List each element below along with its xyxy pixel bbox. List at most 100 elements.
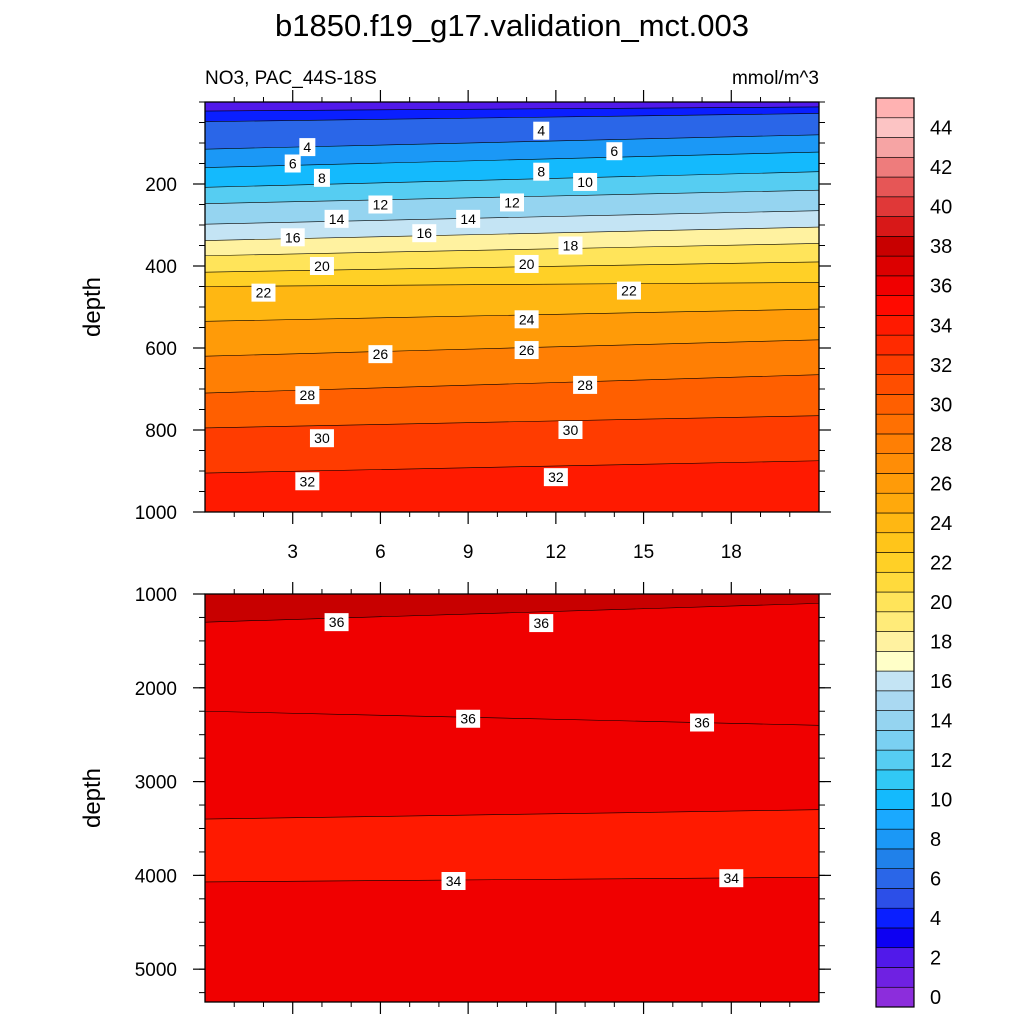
- colorbar-bin: [875, 216, 915, 237]
- contour-label-box: [573, 375, 598, 394]
- x-tick-label: 3: [287, 542, 298, 563]
- colorbar-bin: [875, 749, 915, 771]
- colorbar-bin: [875, 374, 915, 395]
- colorbar-label: 0: [930, 987, 941, 1009]
- colorbar-label: 14: [930, 710, 952, 732]
- colorbar-bin: [875, 433, 915, 454]
- lower-contour-panel: 36 36 36 36 34 34 1000 2000 3000 4000 5000: [135, 582, 831, 1014]
- contour-label: 36: [460, 711, 476, 727]
- y-tick-label: 600: [145, 339, 177, 360]
- colorbar-bin: [875, 176, 915, 198]
- colorbar-bin: [875, 117, 915, 138]
- colorbar-label: 6: [930, 869, 941, 891]
- contour-label: 34: [723, 870, 739, 886]
- contour-label-box: [324, 209, 349, 228]
- left-label: NO3, PAC_44S-18S: [205, 68, 377, 89]
- contour-label: 4: [303, 139, 311, 155]
- contour-band: [205, 511, 819, 512]
- colorbar-bin: [875, 315, 915, 336]
- x-tick-label: 9: [463, 542, 474, 563]
- colorbar-label: 32: [930, 355, 952, 377]
- contour-label-box: [690, 713, 715, 732]
- colorbar-bin: [875, 986, 915, 1008]
- colorbar-bin: [875, 670, 915, 692]
- x-tick-label: 18: [721, 542, 742, 563]
- colorbar-bin: [875, 196, 915, 217]
- contour-label-box: [514, 254, 539, 273]
- contour-line: [205, 339, 819, 357]
- colorbar-bin: [875, 394, 915, 415]
- y-tick-label: 3000: [135, 773, 177, 794]
- contour-label: 26: [519, 342, 535, 358]
- colorbar-label: 20: [930, 592, 952, 614]
- contour-line: [205, 415, 819, 429]
- contour-label: 14: [460, 211, 476, 227]
- colorbar-bin: [875, 275, 915, 296]
- colorbar-bin: [875, 354, 915, 375]
- colorbar-label: 38: [930, 236, 952, 258]
- contour-band: [205, 102, 819, 112]
- colorbar-label: 40: [930, 197, 952, 219]
- colorbar-bin: [875, 532, 915, 553]
- contour-label-box: [719, 869, 744, 888]
- contour-label-box: [558, 236, 583, 255]
- y-tick-label: 2000: [135, 679, 177, 700]
- y-tick-label: 800: [145, 421, 177, 442]
- colorbar-label: 34: [930, 315, 952, 337]
- y-tick-label: 1000: [135, 585, 177, 606]
- contour-label: 36: [533, 615, 549, 631]
- contour-label: 8: [537, 164, 545, 180]
- contour-line: [205, 809, 819, 820]
- colorbar-bin: [875, 809, 915, 830]
- contour-label-box: [324, 613, 349, 632]
- contour-line: [205, 106, 819, 112]
- contour-label-box: [606, 142, 623, 161]
- contour-label-box: [368, 345, 393, 364]
- contour-label: 12: [504, 194, 520, 210]
- colorbar-frame: [875, 97, 915, 1008]
- lower-plot-frame: [204, 593, 820, 1003]
- y-tick-label: 200: [145, 175, 177, 196]
- colorbar-label: 22: [930, 552, 952, 574]
- colorbar-bin: [875, 571, 915, 593]
- contour-line: [205, 282, 819, 287]
- contour-label-box: [251, 283, 276, 302]
- contour-label-box: [573, 172, 598, 191]
- contour-label: 22: [256, 285, 272, 301]
- contour-label-box: [533, 162, 550, 181]
- colorbar-label: 30: [930, 394, 952, 416]
- colorbar-bin: [875, 295, 915, 316]
- colorbar-bin: [875, 255, 915, 277]
- colorbar-bin: [875, 334, 915, 356]
- colorbar-bin: [875, 236, 915, 257]
- contour-label-box: [616, 281, 641, 300]
- contour-label-box: [309, 257, 334, 275]
- contour-label-box: [295, 386, 320, 405]
- contour-line: [205, 603, 819, 623]
- contour-line: [205, 261, 819, 273]
- contour-label: 28: [300, 387, 316, 403]
- contour-line: [205, 171, 819, 188]
- colorbar-bin: [875, 413, 915, 435]
- colorbar-bin: [875, 868, 915, 889]
- colorbar-label: 28: [930, 434, 952, 456]
- contour-label-box: [299, 138, 316, 157]
- contour-line: [205, 226, 819, 241]
- x-tick-label: 15: [633, 542, 654, 563]
- units-label: mmol/m^3: [732, 68, 819, 89]
- contour-label: 12: [373, 197, 389, 213]
- colorbar-bin: [875, 611, 915, 632]
- colorbar-label: 12: [930, 750, 952, 772]
- contour-label-box: [456, 709, 481, 728]
- colorbar-label: 8: [930, 829, 941, 851]
- contour-line: [205, 710, 819, 726]
- contour-label: 6: [289, 156, 297, 172]
- colorbar: 0246810121416182022242628303234363840424…: [875, 97, 952, 1009]
- colorbar-bin: [875, 828, 915, 850]
- colorbar-bin: [875, 888, 915, 909]
- contour-label: 20: [314, 258, 330, 274]
- colorbar-bin: [875, 512, 915, 534]
- contour-label: 36: [329, 614, 345, 630]
- x-tick-label: 6: [375, 542, 386, 563]
